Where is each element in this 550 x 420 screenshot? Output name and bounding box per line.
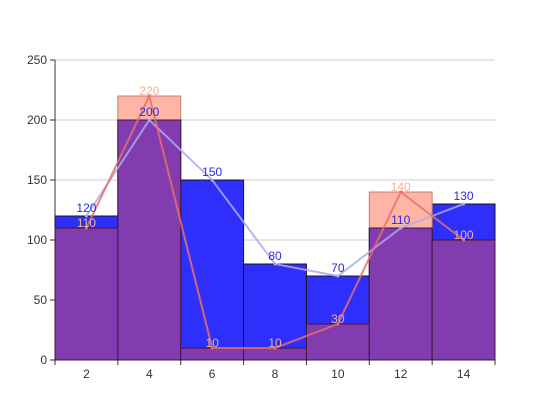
series-1-line-path-point	[210, 178, 214, 182]
series-1-data-label: 120	[76, 201, 96, 215]
x-tick-label: 2	[83, 367, 90, 381]
series-1-data-label: 80	[268, 249, 282, 263]
series-2-line-path-point	[210, 346, 214, 350]
series-1-line-path-point	[399, 226, 403, 230]
data-labels: 120 200 150 80 70 110 130 110 220 10 10 30 140 100	[76, 84, 473, 350]
series-2-data-label: 10	[205, 336, 219, 350]
series-1-data-label: 110	[391, 213, 410, 227]
tick-labels: 0 50 100 150 200 250 2 4 6 8 10 12 14	[27, 53, 471, 381]
series-2-line	[84, 93, 466, 350]
series-1-data-label: 130	[454, 189, 474, 203]
x-tick-label: 10	[331, 367, 345, 381]
series-2-line-path-point	[84, 226, 88, 230]
series-2-data-label: 140	[391, 180, 411, 194]
series-2-bars	[117, 95, 433, 229]
overlap-bars	[54, 119, 496, 361]
y-tick-label: 100	[27, 233, 47, 247]
series-2-line-path-point	[399, 190, 403, 194]
series-2-data-label: 10	[268, 336, 282, 350]
series-1-data-label: 70	[331, 261, 345, 275]
series-1-line-path-point	[147, 118, 151, 122]
series-1-bar	[180, 179, 245, 361]
overlap-bar	[368, 227, 433, 361]
y-tick-label: 0	[40, 353, 47, 367]
series-2-line-path-point	[273, 346, 277, 350]
series-1-line-path-point	[273, 262, 277, 266]
overlap-bar	[117, 119, 182, 361]
series-2-data-label: 30	[331, 312, 345, 326]
series-1-line	[84, 118, 466, 278]
y-tick-label: 150	[27, 173, 47, 187]
series-2-line-path-point	[147, 94, 151, 98]
series-1-line-path-point	[84, 214, 88, 218]
series-2-data-label: 220	[139, 84, 159, 98]
series-1-data-label: 200	[139, 105, 159, 119]
series-1-data-label: 150	[202, 165, 222, 179]
y-tick-label: 200	[27, 113, 47, 127]
overlap-bar	[431, 239, 496, 361]
series-2-line-path-point	[336, 322, 340, 326]
y-tick-label: 50	[34, 293, 48, 307]
series-2-line-path-point	[462, 238, 466, 242]
series-2-data-label: 100	[454, 228, 474, 242]
x-tick-label: 8	[272, 367, 279, 381]
series-1-line-path-point	[462, 202, 466, 206]
overlap-bar	[54, 227, 119, 361]
x-tick-label: 12	[394, 367, 408, 381]
overlap-bar	[305, 323, 370, 361]
x-tick-label: 6	[209, 367, 216, 381]
series-1-line-path-point	[336, 274, 340, 278]
x-tick-label: 14	[457, 367, 471, 381]
x-tick-label: 4	[146, 367, 153, 381]
series-2-data-label: 110	[77, 216, 96, 230]
y-tick-label: 250	[27, 53, 47, 67]
